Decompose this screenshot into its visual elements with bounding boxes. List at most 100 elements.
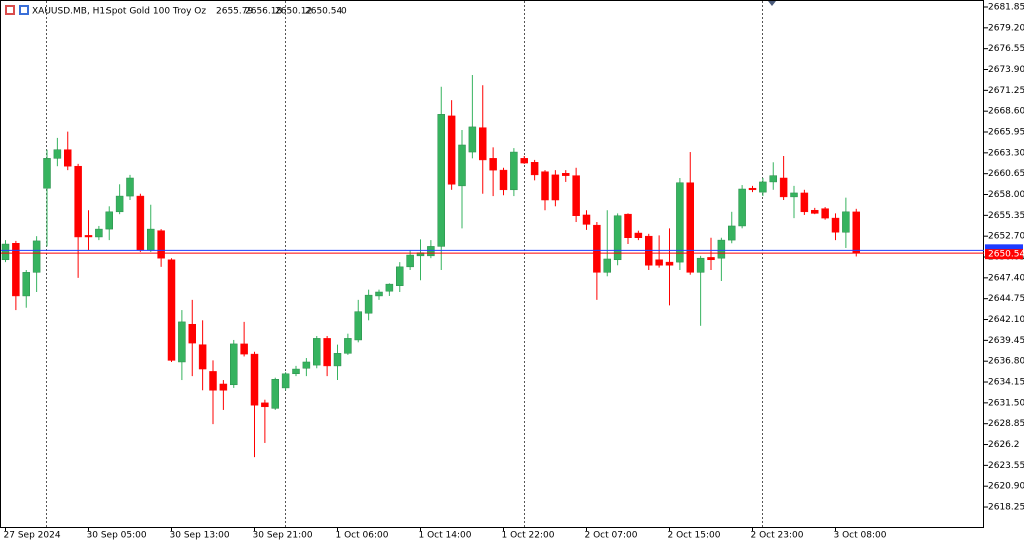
- y-tick-label: 2628.85: [988, 419, 1024, 429]
- candle-up: [32, 240, 41, 273]
- candle-up: [333, 353, 342, 367]
- candle-down: [811, 209, 819, 214]
- candle-up: [842, 211, 850, 233]
- candle-up: [717, 239, 726, 259]
- candle-down: [489, 158, 497, 171]
- candle-down: [748, 187, 757, 191]
- high-value: 2656.18: [245, 7, 282, 17]
- candle-up: [396, 266, 404, 286]
- candle-up: [676, 182, 684, 263]
- y-tick-label: 2679.20: [988, 23, 1024, 33]
- candle-down: [821, 208, 829, 219]
- close-value: 2650.54: [305, 7, 342, 17]
- candle-down: [520, 158, 528, 164]
- x-tick-label: 30 Sep 05:00: [87, 531, 147, 541]
- candle-up: [281, 373, 290, 389]
- candle-up: [22, 272, 30, 297]
- y-tick-label: 2634.15: [988, 378, 1024, 388]
- y-tick-label: 2652.70: [988, 232, 1024, 242]
- candle-up: [468, 126, 477, 153]
- candle-down: [84, 235, 93, 238]
- candle-up: [385, 283, 394, 292]
- y-tick-label: 2681.85: [988, 2, 1024, 12]
- candle-up: [230, 343, 238, 386]
- x-tick-label: 2 Oct 07:00: [585, 531, 638, 541]
- candle-up: [510, 151, 518, 191]
- y-tick-label: 2644.75: [988, 294, 1024, 304]
- icon: [21, 7, 27, 13]
- candle-up: [613, 215, 622, 261]
- candle-up: [406, 254, 414, 268]
- x-tick-label: 2 Oct 23:00: [751, 531, 804, 541]
- x-tick-label: 1 Oct 06:00: [336, 531, 389, 541]
- candle-down: [64, 149, 72, 167]
- y-tick-label: 2663.30: [988, 148, 1024, 158]
- candle-up: [115, 195, 124, 213]
- y-tick-label: 2658.00: [988, 190, 1024, 200]
- candle-down: [136, 195, 145, 251]
- y-tick-label: 2655.35: [988, 211, 1024, 221]
- candle-down: [250, 353, 259, 406]
- candle-up: [313, 338, 321, 366]
- x-tick-label: 1 Oct 14:00: [419, 531, 472, 541]
- y-tick-label: 2636.80: [988, 357, 1024, 367]
- x-tick-label: 1 Oct 22:00: [502, 531, 555, 541]
- candle-up: [302, 361, 311, 369]
- candle-down: [261, 402, 269, 408]
- candle-down: [634, 232, 643, 239]
- candle-down: [198, 344, 207, 370]
- y-tick-label: 2618.25: [988, 503, 1024, 513]
- candle-up: [1, 243, 10, 261]
- candle-up: [178, 321, 186, 363]
- candle-down: [665, 261, 674, 266]
- y-tick-label: 2668.60: [988, 107, 1024, 117]
- candle-up: [437, 114, 445, 247]
- candle-down: [779, 177, 788, 198]
- candle-down: [167, 259, 176, 361]
- bid-label: 2650.54: [988, 250, 1024, 260]
- candle-down: [831, 217, 840, 233]
- candle-down: [707, 257, 715, 261]
- candle-down: [209, 371, 217, 391]
- plot-border: [0, 0, 984, 528]
- low-value: 2650.12: [275, 7, 312, 17]
- candle-down: [157, 230, 165, 259]
- y-tick-label: 2639.45: [988, 336, 1024, 346]
- y-tick-label: 2665.95: [988, 128, 1024, 138]
- candle-down: [852, 211, 860, 254]
- icon: [7, 7, 13, 13]
- candle-up: [105, 211, 113, 230]
- candle-up: [95, 228, 103, 238]
- candle-down: [219, 383, 228, 391]
- candle-up: [728, 225, 736, 241]
- y-tick-label: 2660.65: [988, 169, 1024, 179]
- candle-down: [593, 224, 601, 273]
- candle-up: [53, 149, 62, 159]
- bid-label-box: [985, 249, 1023, 260]
- candle-up: [271, 379, 279, 409]
- candle-down: [240, 343, 248, 355]
- candle-up: [458, 144, 466, 187]
- candle-down: [572, 175, 580, 216]
- candle-up: [375, 291, 383, 297]
- candle-up: [126, 177, 134, 197]
- candle-down: [624, 213, 632, 239]
- y-tick-label: 2673.90: [988, 65, 1024, 75]
- x-tick-label: 27 Sep 2024: [4, 531, 61, 541]
- candle-down: [530, 162, 539, 176]
- candle-down: [655, 259, 663, 266]
- x-tick-label: 30 Sep 21:00: [253, 531, 313, 541]
- candle-down: [323, 338, 331, 367]
- y-tick-label: 2647.40: [988, 273, 1024, 283]
- candle-down: [499, 169, 508, 191]
- y-tick-label: 2626.2: [988, 440, 1020, 450]
- candle-down: [686, 182, 694, 273]
- candle-up: [603, 258, 611, 273]
- x-tick-label: 2 Oct 15:00: [668, 531, 721, 541]
- candle-down: [12, 243, 20, 297]
- candle-up: [769, 175, 777, 183]
- candle-down: [551, 174, 560, 201]
- candle-up: [364, 294, 373, 314]
- candle-down: [562, 173, 570, 176]
